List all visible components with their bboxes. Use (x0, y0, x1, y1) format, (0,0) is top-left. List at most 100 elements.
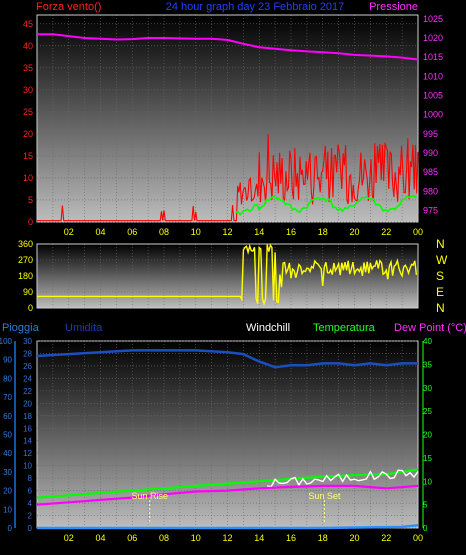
pressure-tick-label: 980 (423, 186, 438, 196)
temperature-tick-label: 0 (423, 524, 428, 533)
pressure-tick-label: 1005 (423, 91, 443, 101)
wind-tick-label: 0 (28, 217, 33, 227)
x-tick-label: 18 (318, 533, 328, 543)
wind-gust-line (234, 195, 417, 217)
direction-tick-label: 180 (18, 271, 33, 281)
x-tick-label: 18 (318, 227, 328, 237)
temperature-tick-label: 30 (423, 384, 432, 393)
pressure-tick-label: 995 (423, 129, 438, 139)
pressure-tick-label: 1015 (423, 52, 443, 62)
temperature-tick-label: 10 (423, 477, 432, 486)
humidity-tick-label: 10 (23, 462, 32, 471)
rain-tick-label: 100 (0, 337, 13, 346)
pressure-tick-label: 1010 (423, 71, 443, 81)
temperature-legend: Temperatura (313, 322, 376, 334)
rain-tick-label: 40 (3, 449, 12, 458)
rain-tick-label: 50 (3, 431, 12, 440)
rain-tick-label: 80 (3, 374, 12, 383)
direction-tick-label: 0 (28, 303, 33, 313)
humidity-tick-label: 6 (28, 487, 33, 496)
temperature-humidity-panel: 02 04 06 08 10 12 14 16 18 20 22 000510152025303540… (0, 337, 432, 543)
x-tick-label: 22 (381, 227, 391, 237)
wind-tick-label: 5 (28, 195, 33, 205)
x-tick-label: 12 (222, 533, 232, 543)
rain-line (37, 523, 419, 530)
humidity-tick-label: 12 (23, 449, 32, 458)
x-tick-label: 08 (159, 533, 169, 543)
wind-tick-label: 25 (23, 107, 33, 117)
x-tick-label: 04 (95, 533, 105, 543)
humidity-legend: Umidita (65, 322, 103, 334)
x-tick-label: 16 (286, 533, 296, 543)
x-tick-label: 20 (349, 227, 359, 237)
rain-tick-label: 10 (3, 505, 12, 514)
x-tick-label: 04 (95, 227, 105, 237)
plot-area (37, 15, 418, 222)
pressure-tick-label: 975 (423, 206, 438, 216)
x-tick-label: 16 (286, 227, 296, 237)
x-tick-label: 00 (413, 227, 423, 237)
x-tick-label: 06 (127, 227, 137, 237)
temperature-tick-label: 20 (423, 431, 432, 440)
wind-speed-line (37, 134, 419, 222)
temperature-line (36, 468, 419, 499)
dewpoint-legend: Dew Point (°C) (394, 322, 466, 334)
wind-tick-label: 40 (23, 41, 33, 51)
humidity-tick-label: 22 (23, 387, 32, 396)
rain-tick-label: 0 (8, 524, 13, 533)
wind-tick-label: 30 (23, 85, 33, 95)
humidity-tick-label: 0 (28, 524, 33, 533)
humidity-tick-label: 30 (23, 337, 32, 346)
chart-title: 24 hour graph day 23 Febbraio 2017 (166, 1, 345, 13)
direction-tick-label: 90 (23, 287, 33, 297)
x-tick-label: 14 (254, 227, 264, 237)
pressure-line (37, 33, 419, 61)
dewpoint-line (36, 484, 419, 506)
wind-tick-label: 15 (23, 151, 33, 161)
x-tick-label: 02 (64, 227, 74, 237)
rain-tick-label: 90 (3, 356, 12, 365)
humidity-tick-label: 24 (23, 374, 32, 383)
pressure-tick-label: 990 (423, 148, 438, 158)
compass-label: S (436, 269, 444, 283)
rain-tick-label: 60 (3, 412, 12, 421)
temperature-tick-label: 25 (423, 407, 432, 416)
wind-pressure-panel: 02 04 06 08 10 12 14 16 18 20 22 000510152025303540… (23, 14, 443, 237)
compass-label: E (436, 285, 444, 299)
plot-border (36, 14, 419, 223)
humidity-tick-label: 8 (28, 474, 33, 483)
humidity-tick-label: 2 (28, 512, 33, 521)
direction-tick-label: 360 (18, 239, 33, 249)
x-tick-label: 02 (64, 533, 74, 543)
x-tick-label: 20 (349, 533, 359, 543)
direction-tick-label: 270 (18, 255, 33, 265)
compass-label: W (436, 253, 448, 267)
temperature-tick-label: 5 (423, 501, 428, 510)
wind-tick-label: 20 (23, 129, 33, 139)
rain-tick-label: 20 (3, 487, 12, 496)
temperature-tick-label: 15 (423, 454, 432, 463)
pressure-tick-label: 1000 (423, 110, 443, 120)
humidity-tick-label: 20 (23, 399, 32, 408)
x-tick-label: 10 (191, 533, 201, 543)
temperature-tick-label: 40 (423, 337, 432, 346)
humidity-tick-label: 26 (23, 362, 32, 371)
rain-axis-title: Pioggia (2, 322, 40, 334)
humidity-tick-label: 16 (23, 424, 32, 433)
humidity-line (36, 349, 418, 369)
humidity-tick-label: 18 (23, 412, 32, 421)
windchill-line (267, 469, 419, 488)
pressure-tick-label: 1025 (423, 14, 443, 24)
wind-tick-label: 10 (23, 173, 33, 183)
x-tick-label: 06 (127, 533, 137, 543)
plot-border (36, 243, 419, 309)
x-tick-label: 22 (381, 533, 391, 543)
compass-label: N (436, 237, 445, 251)
pressure-tick-label: 985 (423, 167, 438, 177)
temperature-tick-label: 35 (423, 360, 432, 369)
humidity-tick-label: 4 (28, 499, 33, 508)
x-tick-label: 00 (413, 533, 423, 543)
sun-event-label: Sun Rise (131, 491, 168, 501)
